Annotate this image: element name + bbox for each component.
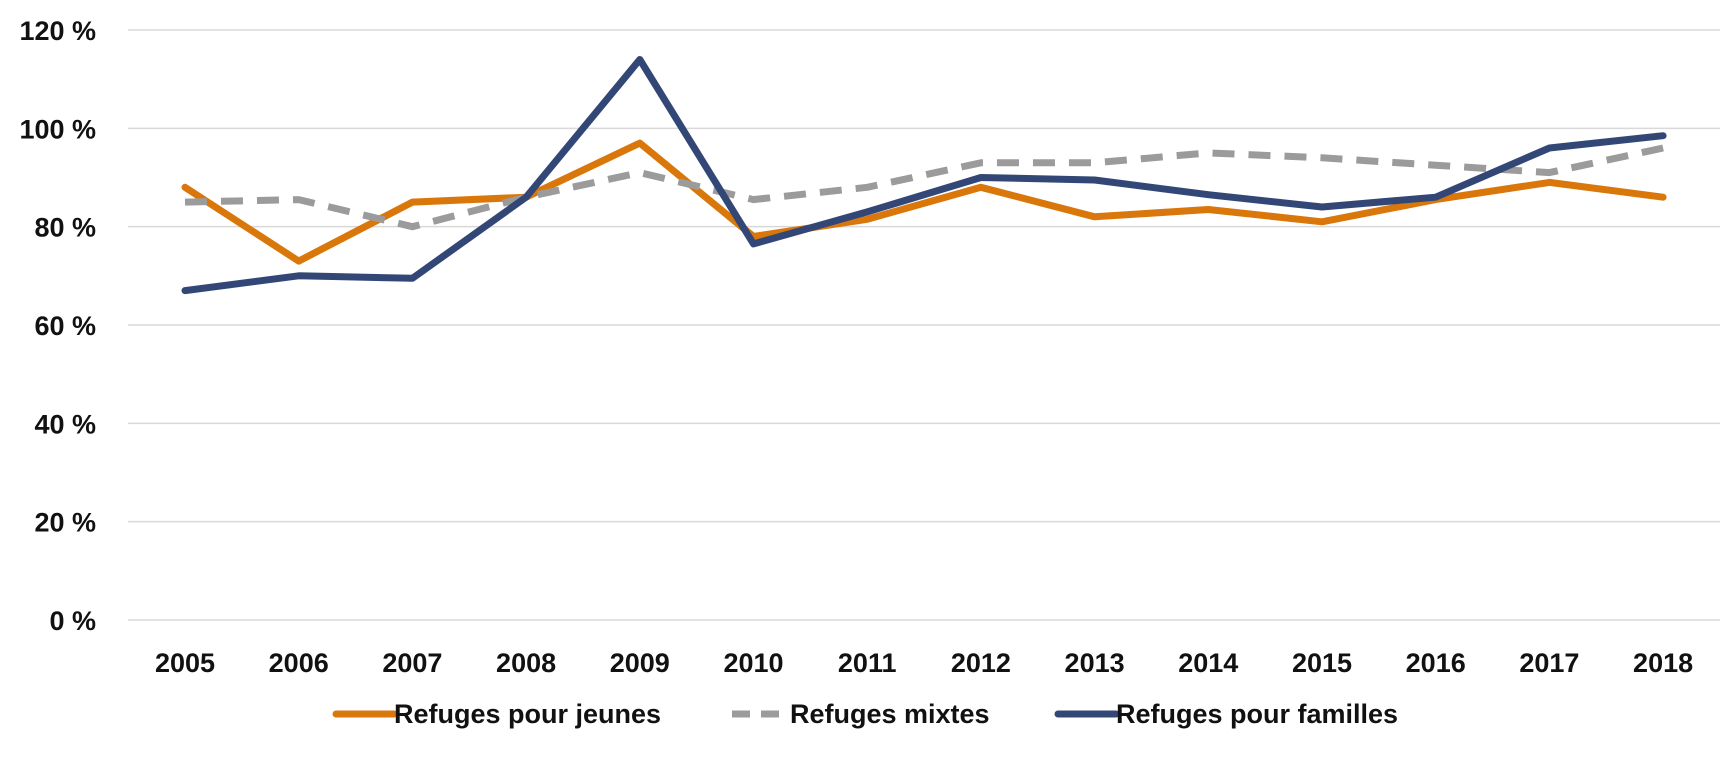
- legend: Refuges pour jeunes Refuges mixtes Refuges…: [332, 699, 1398, 729]
- x-tick-label: 2012: [951, 648, 1011, 678]
- x-axis-tick-labels: 2005 2006 2007 2008 2009 2010 2011 2012 2013 2014…: [155, 648, 1693, 678]
- y-axis-tick-labels: 0 % 20 % 40 % 60 % 80 % 100 % 120 %: [19, 16, 96, 636]
- x-tick-label: 2006: [269, 648, 329, 678]
- legend-label: Refuges pour jeunes: [394, 699, 661, 729]
- x-tick-label: 2013: [1065, 648, 1125, 678]
- gridlines: [128, 29, 1720, 621]
- series-line-1: [184, 144, 1664, 231]
- x-tick-label: 2017: [1519, 648, 1579, 678]
- legend-label: Refuges pour familles: [1116, 699, 1398, 729]
- x-tick-label: 2010: [723, 648, 783, 678]
- legend-label: Refuges mixtes: [790, 699, 990, 729]
- series-line-2: [181, 56, 1667, 295]
- y-tick-label: 80 %: [34, 213, 96, 243]
- x-tick-label: 2016: [1406, 648, 1466, 678]
- x-tick-label: 2005: [155, 648, 215, 678]
- x-tick-label: 2018: [1633, 648, 1693, 678]
- y-tick-label: 20 %: [34, 508, 96, 538]
- y-tick-label: 40 %: [34, 409, 96, 439]
- y-tick-label: 100 %: [19, 114, 96, 144]
- y-tick-label: 0 %: [49, 606, 96, 636]
- y-tick-label: 60 %: [34, 311, 96, 341]
- y-tick-label: 120 %: [19, 16, 96, 46]
- x-tick-label: 2011: [838, 648, 897, 678]
- series-line-0: [181, 139, 1667, 265]
- x-tick-label: 2015: [1292, 648, 1352, 678]
- x-tick-label: 2009: [610, 648, 670, 678]
- x-tick-label: 2007: [382, 648, 442, 678]
- x-tick-label: 2014: [1178, 648, 1238, 678]
- series-lines: [181, 56, 1667, 295]
- x-tick-label: 2008: [496, 648, 556, 678]
